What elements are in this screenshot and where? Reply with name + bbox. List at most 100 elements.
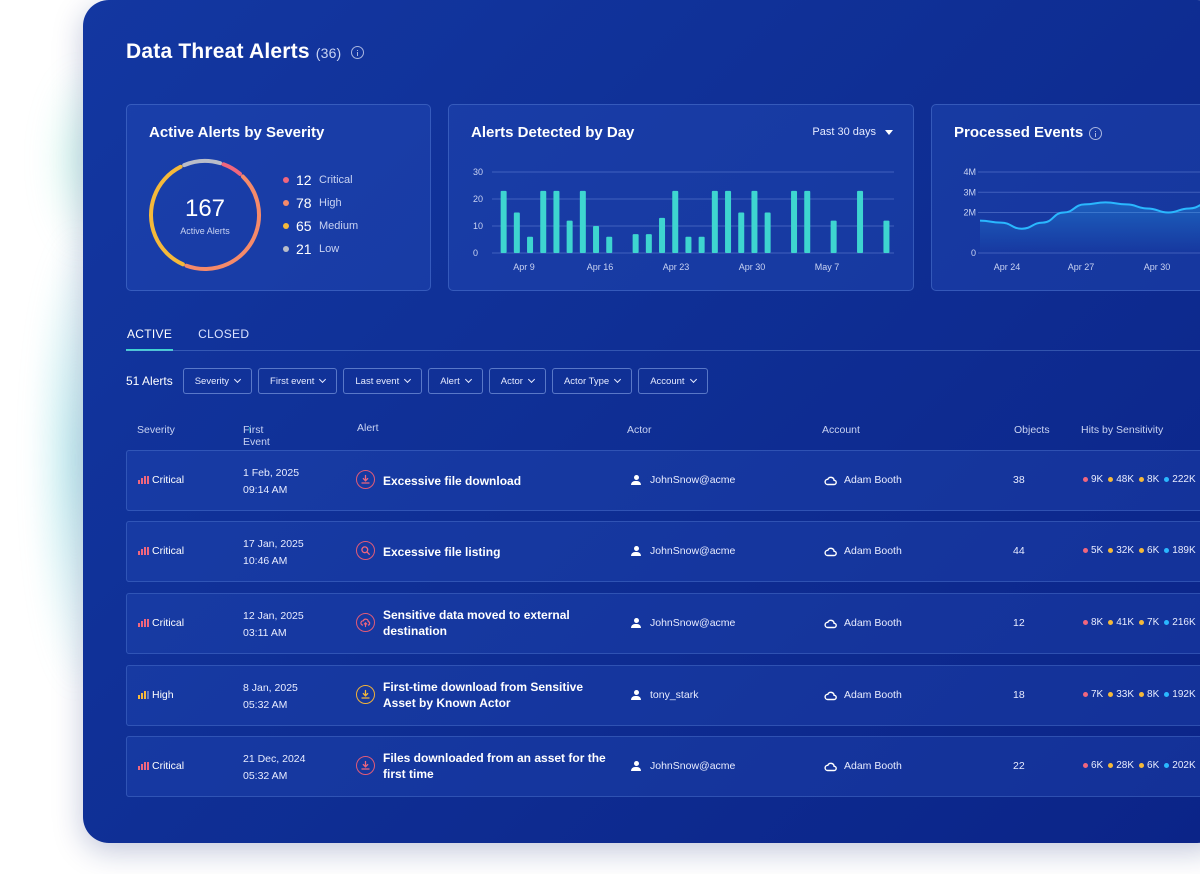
filter-actor[interactable]: Actor <box>488 368 546 394</box>
bar <box>711 190 718 253</box>
sensitivity-dot <box>1164 477 1170 482</box>
chevron-down-icon <box>614 375 622 384</box>
donut-total: 167 <box>184 194 226 222</box>
bar <box>540 190 547 253</box>
hit-value: 32K <box>1108 545 1134 556</box>
legend-dot <box>283 222 289 229</box>
bar <box>513 212 520 253</box>
y-tick-label: 0 <box>971 248 976 258</box>
hit-label: 7K <box>1147 617 1160 628</box>
alert-name[interactable]: Excessive file listing <box>383 545 501 559</box>
header-actor[interactable]: Actor <box>627 424 652 436</box>
cloud-icon <box>824 619 837 628</box>
y-tick-label: 4M <box>963 167 976 177</box>
hit-label: 8K <box>1147 689 1160 700</box>
bar <box>659 217 666 253</box>
info-icon[interactable] <box>1089 127 1103 140</box>
actor-name[interactable]: JohnSnow@acme <box>650 617 736 629</box>
header-severity[interactable]: Severity <box>137 424 175 436</box>
hit-value: 48K <box>1108 474 1134 485</box>
cloud-icon <box>824 547 837 556</box>
filter-account[interactable]: Account <box>638 368 708 394</box>
x-tick-label: Apr 16 <box>587 262 614 272</box>
first-event-date: 8 Jan, 2025 <box>243 682 298 694</box>
filter-first-event[interactable]: First event <box>258 368 338 394</box>
hit-label: 6K <box>1147 760 1160 771</box>
table-row[interactable]: High 8 Jan, 2025 05:32 AM First-time downlo… <box>126 665 1200 726</box>
table-row[interactable]: Critical 21 Dec, 2024 05:32 AM Files downlo… <box>126 736 1200 797</box>
actor-name[interactable]: JohnSnow@acme <box>650 545 736 557</box>
header-objects[interactable]: Objects <box>1014 424 1050 436</box>
severity-bars-icon <box>138 762 149 770</box>
hit-value: 192K <box>1164 689 1196 700</box>
sensitivity-dot <box>1139 692 1145 697</box>
hit-label: 8K <box>1091 617 1104 628</box>
table-header: Severity First Event ↑ Alert Actor Accoun… <box>126 422 1200 448</box>
table-row[interactable]: Critical 1 Feb, 2025 09:14 AM Excessive fil… <box>126 450 1200 511</box>
tab-closed[interactable]: CLOSED <box>198 327 250 341</box>
severity-cell: High <box>138 689 174 701</box>
severity-label: High <box>152 689 174 701</box>
hit-label: 6K <box>1147 545 1160 556</box>
account-name[interactable]: Adam Booth <box>844 474 902 486</box>
filter-last-event[interactable]: Last event <box>343 368 423 394</box>
table-row[interactable]: Critical 12 Jan, 2025 03:11 AM Sensitive da… <box>126 593 1200 654</box>
filter-severity[interactable]: Severity <box>182 368 253 394</box>
sensitivity-dot <box>1164 548 1170 553</box>
severity-label: Critical <box>152 474 185 486</box>
donut-center: 167 Active Alerts <box>147 157 263 273</box>
account-name[interactable]: Adam Booth <box>844 760 902 772</box>
account-cell: Adam Booth <box>824 617 902 629</box>
tab-active[interactable]: ACTIVE <box>126 327 174 351</box>
actor-name[interactable]: JohnSnow@acme <box>650 474 736 486</box>
alert-name[interactable]: Excessive file download <box>383 474 522 488</box>
account-name[interactable]: Adam Booth <box>844 617 902 629</box>
filter-alert[interactable]: Alert <box>428 368 483 394</box>
account-name[interactable]: Adam Booth <box>844 689 902 701</box>
hits-by-sensitivity: 7K 33K 8K 192K <box>1083 689 1196 700</box>
hit-value: 6K <box>1139 760 1159 771</box>
filter-label: Alert <box>440 375 460 387</box>
alert-name[interactable]: Sensitive data moved to external destina… <box>383 608 570 638</box>
x-tick-label: Apr 30 <box>1144 262 1171 272</box>
alert-name[interactable]: Files downloaded from an asset for the f… <box>383 751 606 781</box>
filter-label: Last event <box>355 375 400 387</box>
hit-value: 9K <box>1083 474 1103 485</box>
actor-cell: JohnSnow@acme <box>631 617 735 629</box>
hit-value: 8K <box>1083 617 1103 628</box>
sensitivity-dot <box>1108 548 1114 553</box>
table-row[interactable]: Critical 17 Jan, 2025 10:46 AM Excessive fi… <box>126 521 1200 582</box>
cloud-icon <box>824 762 837 771</box>
actor-name[interactable]: JohnSnow@acme <box>650 760 736 772</box>
filter-actor-type[interactable]: Actor Type <box>551 368 633 394</box>
bar <box>738 212 745 253</box>
hit-value: 41K <box>1108 617 1134 628</box>
hit-label: 41K <box>1116 617 1135 628</box>
area-fill <box>980 202 1200 253</box>
processed-events-title-text: Processed Events <box>954 124 1084 141</box>
info-icon[interactable] <box>351 46 365 59</box>
account-name[interactable]: Adam Booth <box>844 545 902 557</box>
donut-segment-medium <box>149 159 261 271</box>
bar <box>579 190 586 253</box>
donut-segment-high <box>149 159 261 271</box>
cloud-upload-icon <box>356 613 375 632</box>
header-account[interactable]: Account <box>822 424 860 436</box>
header-hits-by-sensitivity[interactable]: Hits by Sensitivity <box>1081 424 1164 436</box>
alert-name[interactable]: First-time download from Sensitive Asset… <box>383 680 584 710</box>
hit-value: 6K <box>1083 760 1103 771</box>
header-alert[interactable]: Alert <box>357 422 379 434</box>
hit-value: 216K <box>1164 617 1196 628</box>
caret-down-icon <box>885 129 893 135</box>
alerts-bar-chart: 0 10 20 30 Apr 9 Apr 16 Apr 23 Apr 30 May 7 <box>473 167 894 272</box>
bar <box>685 236 692 253</box>
hit-label: 5K <box>1091 545 1104 556</box>
range-dropdown[interactable]: Past 30 days <box>812 126 893 138</box>
actor-cell: JohnSnow@acme <box>631 545 735 557</box>
actor-name[interactable]: tony_stark <box>650 689 699 701</box>
severity-card-title: Active Alerts by Severity <box>149 124 325 141</box>
alerts-by-day-card: Alerts Detected by Day Past 30 days 0 10 2… <box>448 104 914 291</box>
hits-by-sensitivity: 5K 32K 6K 189K <box>1083 545 1196 556</box>
tabs-divider <box>126 350 1200 351</box>
filter-label: Actor <box>500 375 523 387</box>
